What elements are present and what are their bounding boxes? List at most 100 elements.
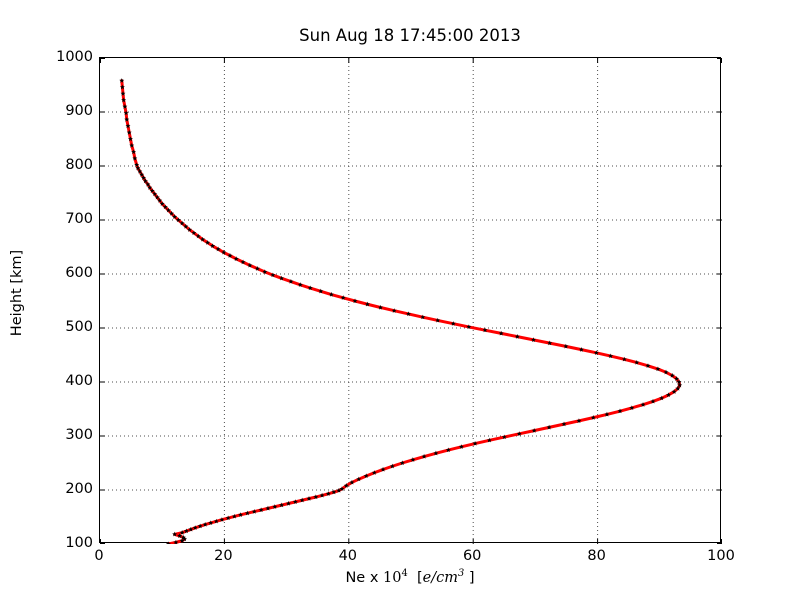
data-point-marker [356,476,362,482]
data-point-marker [149,188,155,193]
data-point-marker [671,389,677,394]
data-point-marker [292,499,298,504]
data-point-marker [187,227,193,232]
data-point-marker [157,197,163,203]
data-point-marker [435,317,441,323]
x-axis-label-bracket-open: [ [416,570,423,586]
data-point-marker [124,116,130,122]
data-point-marker [279,275,285,281]
data-point-marker [265,505,271,511]
x-axis-label-unit: e/cm [422,570,458,586]
data-point-marker [563,343,569,349]
x-tick-label: 100 [707,548,735,564]
data-point-marker [215,246,221,252]
data-point-marker [141,175,147,180]
data-point-marker [120,91,126,96]
data-point-marker [364,301,370,307]
data-point-marker [165,207,171,213]
gridlines [100,58,722,544]
data-point-marker [640,402,646,407]
data-point-marker [137,168,143,174]
data-point-marker [617,408,623,414]
data-point-marker [466,324,472,330]
x-axis-label-base: 10 [383,570,402,586]
data-point-marker [172,214,178,219]
y-tick-label: 700 [65,210,93,227]
data-point-marker [195,233,201,239]
data-point-marker [677,382,683,388]
data-point-marker [669,372,675,378]
y-tick-label: 600 [65,264,93,281]
data-point-marker [306,496,312,501]
data-point-marker [179,220,185,226]
data-point-marker [254,266,260,271]
data-point-marker [650,398,656,404]
data-point-marker [180,534,186,540]
data-point-marker [340,295,346,300]
data-point-marker [152,191,158,197]
y-tick-label: 100 [65,534,93,551]
data-point-marker [132,155,138,161]
data-point-marker [202,521,208,527]
x-axis-label-bracket-close: ] [468,570,475,586]
data-point-marker [179,530,185,535]
data-point-marker [593,350,599,355]
y-tick-label: 200 [65,480,93,497]
data-point-marker [472,440,478,446]
data-point-marker [675,385,681,391]
data-point-marker [331,489,337,495]
data-point-marker [433,450,439,456]
y-tick-label: 1000 [56,48,93,65]
data-point-marker [258,507,264,513]
data-point-marker [208,520,214,526]
data-point-marker [645,363,651,368]
data-point-marker [547,340,553,346]
data-point-marker [445,447,451,453]
data-point-marker [546,424,552,430]
data-point-marker [498,330,504,336]
data-point-marker [233,256,239,261]
data-point-marker [121,97,127,103]
data-point-marker [307,285,313,291]
data-point-marker [313,494,319,500]
data-point-marker [629,405,635,411]
data-point-marker [531,428,537,433]
data-point-marker [225,515,231,521]
data-point-marker [219,517,225,522]
data-point-marker [380,466,386,472]
data-point-marker [154,194,160,200]
data-point-marker [659,395,665,401]
data-point-marker [299,497,305,503]
data-point-marker [139,172,145,177]
data-point-marker [621,356,627,362]
data-point-marker [288,278,294,284]
y-tick-label: 300 [65,426,93,443]
data-point-marker [210,243,216,249]
data-point-marker [197,523,203,529]
data-point-marker [244,510,250,516]
ne-profile-line [120,79,682,544]
data-point-marker [514,334,520,339]
data-point-marker [608,353,614,359]
data-point-marker [205,240,211,245]
data-point-marker [501,434,507,440]
data-point-marker [458,444,464,449]
data-point-marker [238,512,244,517]
data-point-marker [175,217,181,223]
data-point-marker [270,272,276,278]
data-point-marker [604,411,610,417]
data-point-marker [192,525,198,530]
data-point-marker [221,249,227,255]
x-tick-label: 80 [587,548,606,564]
data-point-marker [328,291,334,297]
y-axis-label-container: Height [km] [0,57,30,543]
x-axis-label-exponent: 4 [401,568,408,580]
data-point-marker [297,282,303,287]
data-point-marker [674,376,680,381]
data-point-marker [159,201,165,206]
data-point-marker [177,533,183,538]
y-tick-label: 800 [65,156,93,173]
data-point-marker [162,204,168,210]
data-point-marker [169,210,174,216]
